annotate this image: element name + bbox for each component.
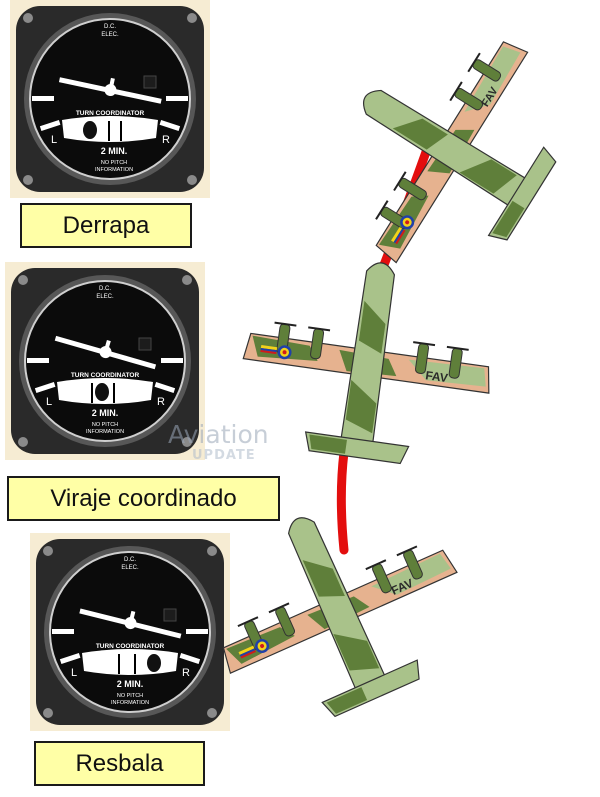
left-mark: L (46, 396, 52, 408)
inclinometer-ball (83, 121, 97, 139)
turn-coordinator-gauge: D.C. ELEC. TURN COORDINATOR L R 2 MIN. N… (10, 0, 210, 198)
gauge-top-text-2: ELEC. (101, 32, 119, 38)
rate-mark-right (159, 120, 181, 131)
gauge-title: TURN COORDINATOR (96, 643, 165, 650)
watermark-text-1: Aviation (168, 420, 269, 449)
turn-coordinator-gauge: D.C. ELEC. TURN COORDINATOR L R 2 MIN. N… (30, 533, 230, 731)
airplane-icon (79, 608, 182, 639)
right-mark: R (182, 667, 190, 679)
aircraft-slip: FAV (220, 467, 492, 730)
minutes-text: 2 MIN. (101, 146, 128, 156)
watermark-text-2: UPDATE (192, 448, 256, 463)
level-mark-left (32, 96, 54, 101)
rate-mark-right (154, 382, 176, 393)
aircraft-coordinated: FAV (230, 244, 506, 476)
gauge-face (24, 280, 186, 442)
gauge-face (29, 18, 191, 180)
aircraft-marking: FAV (425, 368, 449, 385)
tube-line-left (91, 383, 93, 403)
tube-line-left (108, 121, 110, 141)
inclinometer-tube (82, 649, 178, 675)
screw-icon (18, 437, 28, 447)
turn-coordinator-gauge: D.C. ELEC. TURN COORDINATOR L R 2 MIN. N… (5, 262, 205, 460)
rate-mark-left (34, 382, 56, 393)
aircraft-scene: FAV FAV FAV (220, 30, 590, 730)
gauge-title: TURN COORDINATOR (71, 372, 140, 379)
level-mark-right (161, 358, 183, 363)
tube-line-right (120, 121, 122, 141)
left-mark: L (51, 134, 57, 146)
label-slip: Resbala (34, 741, 205, 786)
screw-icon (182, 437, 192, 447)
warning-flag (138, 337, 152, 351)
level-mark-right (186, 629, 208, 634)
watermark: Aviation UPDATE (168, 420, 288, 468)
screw-icon (207, 708, 217, 718)
gauge-top-text: D.C. (99, 286, 111, 292)
airplane-icon (54, 335, 157, 370)
label-skid: Derrapa (20, 203, 192, 248)
screw-icon (187, 175, 197, 185)
right-mark: R (157, 396, 165, 408)
footer-text-1: NO PITCH (101, 160, 127, 166)
gauge-title: TURN COORDINATOR (76, 110, 145, 117)
footer-text-1: NO PITCH (92, 422, 118, 428)
rate-mark-left (59, 653, 81, 664)
tube-line-right (113, 383, 115, 403)
inclinometer-ball (147, 654, 161, 672)
rate-mark-left (39, 120, 61, 131)
instrument-panel-coordinated: D.C. ELEC. TURN COORDINATOR L R 2 MIN. N… (5, 262, 205, 460)
instrument-panel-slip: D.C. ELEC. TURN COORDINATOR L R 2 MIN. N… (30, 533, 230, 731)
footer-text-1: NO PITCH (117, 693, 143, 699)
minutes-text: 2 MIN. (117, 679, 144, 689)
screw-icon (43, 708, 53, 718)
gauge-face (49, 551, 211, 713)
gauge-top-text-2: ELEC. (96, 294, 114, 300)
minutes-text: 2 MIN. (92, 408, 119, 418)
gauge-top-text-2: ELEC. (121, 565, 139, 571)
aircraft-skid: FAV (298, 30, 590, 308)
level-mark-right (166, 96, 188, 101)
screw-icon (23, 175, 33, 185)
gauge-top-text: D.C. (124, 557, 136, 563)
screw-icon (207, 546, 217, 556)
instrument-panel-skid: D.C. ELEC. TURN COORDINATOR L R 2 MIN. N… (10, 0, 210, 198)
tube-line-right (134, 654, 136, 674)
screw-icon (18, 275, 28, 285)
label-coordinated: Viraje coordinado (7, 476, 280, 521)
footer-text-2: INFORMATION (86, 429, 124, 435)
rate-mark-right (179, 653, 201, 664)
tube-line-left (118, 654, 120, 674)
screw-icon (182, 275, 192, 285)
warning-flag (163, 608, 177, 622)
screw-icon (187, 13, 197, 23)
right-mark: R (162, 134, 170, 146)
footer-text-2: INFORMATION (111, 700, 149, 706)
left-mark: L (71, 667, 77, 679)
level-mark-left (52, 629, 74, 634)
screw-icon (23, 13, 33, 23)
airplane-icon (58, 77, 162, 104)
inclinometer-ball (95, 383, 109, 401)
warning-flag (143, 75, 157, 89)
footer-text-2: INFORMATION (95, 167, 133, 173)
gauge-top-text: D.C. (104, 24, 116, 30)
level-mark-left (27, 358, 49, 363)
screw-icon (43, 546, 53, 556)
